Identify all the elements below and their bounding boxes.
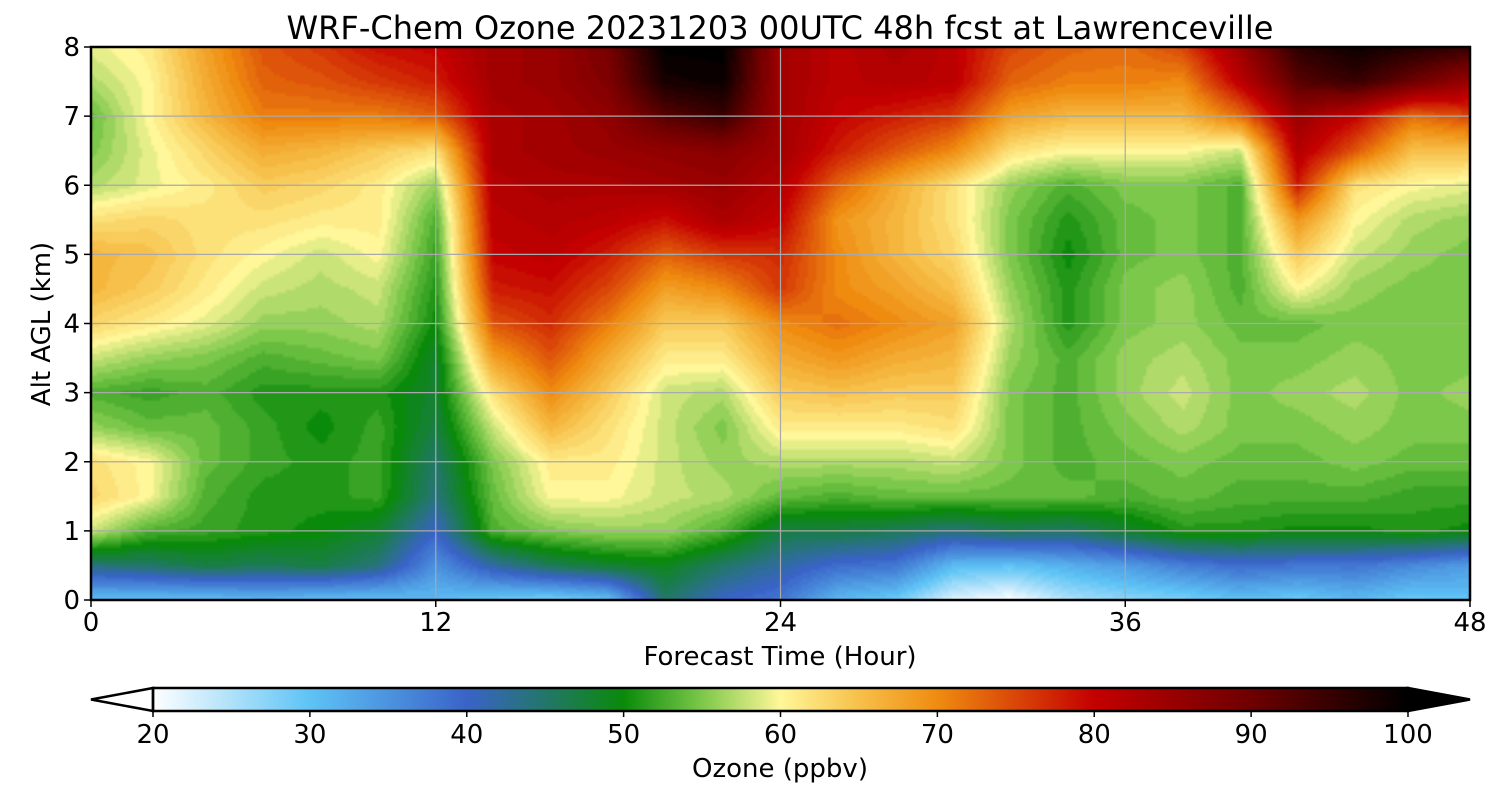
y-tick-label: 8 [63, 33, 80, 63]
colorbar-extend-max [1406, 686, 1471, 713]
plot-area [89, 45, 1472, 602]
colorbar-tick-label: 60 [764, 720, 797, 750]
colorbar-tick-label: 90 [1235, 720, 1268, 750]
y-tick-label: 2 [63, 448, 80, 478]
colorbar-gradient [152, 687, 1409, 712]
colorbar-tick-label: 30 [293, 720, 326, 750]
colorbar-tick-label: 40 [450, 720, 483, 750]
colorbar-label: Ozone (ppbv) [692, 754, 868, 784]
x-axis: 0 12 24 36 48 [83, 600, 1487, 638]
x-tick-label: 48 [1453, 608, 1486, 638]
colorbar-tick-label: 20 [136, 720, 169, 750]
colorbar-tick-label: 80 [1078, 720, 1111, 750]
colorbar-ticks: 20 30 40 50 60 70 80 90 100 [136, 711, 1433, 750]
colorbar: 20 30 40 50 60 70 80 90 100 [90, 686, 1471, 750]
chart-title: WRF-Chem Ozone 20231203 00UTC 48h fcst a… [287, 9, 1274, 47]
y-tick-label: 3 [63, 379, 80, 409]
colorbar-tick-label: 100 [1383, 720, 1433, 750]
y-tick-label: 7 [63, 102, 80, 132]
colorbar-extend-min [90, 686, 155, 713]
x-tick-label: 0 [83, 608, 100, 638]
grid-lines [91, 47, 1470, 600]
colorbar-tick-label: 50 [607, 720, 640, 750]
y-tick-label: 0 [63, 586, 80, 616]
colorbar-tick-label: 70 [921, 720, 954, 750]
x-axis-label: Forecast Time (Hour) [643, 642, 916, 672]
y-axis: 0 1 2 3 4 5 6 7 8 [63, 33, 91, 616]
y-tick-label: 1 [63, 517, 80, 547]
x-tick-label: 24 [764, 608, 797, 638]
y-axis-label: Alt AGL (km) [27, 242, 57, 406]
x-tick-label: 36 [1109, 608, 1142, 638]
y-tick-label: 4 [63, 310, 80, 340]
x-tick-label: 12 [419, 608, 452, 638]
y-tick-label: 6 [63, 171, 80, 201]
y-tick-label: 5 [63, 240, 80, 270]
